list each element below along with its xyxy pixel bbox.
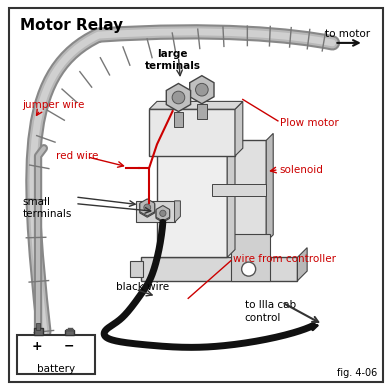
Text: −: − — [63, 340, 74, 353]
Text: Plow motor: Plow motor — [280, 118, 339, 128]
Polygon shape — [157, 133, 235, 140]
Polygon shape — [235, 101, 243, 156]
Bar — [34, 328, 43, 335]
Bar — [212, 184, 266, 196]
Polygon shape — [140, 199, 155, 216]
Text: to motor: to motor — [325, 29, 370, 39]
Bar — [36, 323, 40, 330]
Circle shape — [144, 204, 151, 211]
Polygon shape — [140, 200, 155, 217]
Bar — [65, 330, 74, 335]
Text: small
terminals: small terminals — [22, 197, 72, 219]
Text: red wire: red wire — [56, 151, 98, 161]
Bar — [142, 257, 298, 281]
Polygon shape — [166, 83, 191, 112]
Text: wire from controller: wire from controller — [233, 254, 336, 264]
Text: fig. 4-06: fig. 4-06 — [337, 368, 377, 378]
Text: large
terminals: large terminals — [145, 49, 201, 71]
Polygon shape — [266, 133, 273, 242]
Polygon shape — [227, 133, 235, 257]
Polygon shape — [156, 207, 170, 222]
Circle shape — [241, 262, 256, 276]
Circle shape — [196, 83, 208, 96]
Text: Motor Relay: Motor Relay — [20, 18, 123, 32]
Bar — [130, 261, 143, 277]
Polygon shape — [174, 201, 180, 222]
Circle shape — [144, 205, 151, 212]
Text: to IIIa cab
control: to IIIa cab control — [245, 300, 296, 323]
Circle shape — [160, 211, 166, 218]
Bar — [136, 201, 174, 222]
Text: solenoid: solenoid — [280, 165, 324, 175]
Circle shape — [160, 210, 166, 216]
Text: +: + — [32, 340, 43, 353]
Polygon shape — [190, 76, 214, 104]
Text: battery: battery — [36, 363, 74, 374]
Text: jumper wire: jumper wire — [22, 100, 85, 110]
Bar — [157, 140, 227, 257]
Polygon shape — [149, 101, 243, 109]
Text: black wire: black wire — [116, 282, 169, 292]
Bar — [16, 335, 94, 374]
Bar — [149, 109, 235, 156]
Bar — [174, 112, 183, 127]
Polygon shape — [298, 248, 307, 281]
Circle shape — [172, 91, 185, 104]
Bar — [231, 234, 270, 281]
Bar — [197, 104, 207, 119]
Polygon shape — [156, 206, 170, 221]
Bar — [220, 140, 266, 242]
